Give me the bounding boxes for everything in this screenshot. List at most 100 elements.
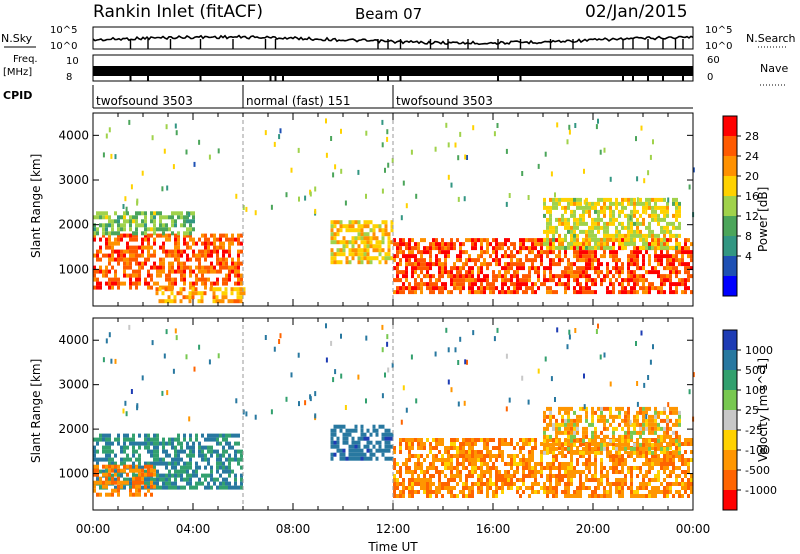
data-cell	[216, 441, 219, 446]
data-cell	[396, 286, 399, 291]
data-cell	[429, 450, 432, 454]
data-cell	[221, 299, 225, 304]
data-cell	[657, 422, 660, 427]
data-cell	[636, 282, 639, 287]
data-cell	[420, 442, 423, 446]
data-cell	[314, 391, 317, 397]
data-cell	[570, 430, 573, 435]
data-cell	[417, 482, 420, 486]
data-cell	[174, 245, 177, 250]
data-cell	[390, 224, 394, 229]
data-cell	[108, 461, 111, 466]
data-cell	[513, 462, 516, 466]
data-cell	[663, 282, 666, 287]
data-cell	[357, 436, 361, 441]
data-cell	[555, 490, 558, 494]
data-cell	[621, 286, 624, 291]
data-cell	[564, 490, 567, 494]
data-cell	[222, 233, 225, 238]
data-cell	[330, 228, 334, 233]
data-cell	[396, 482, 399, 486]
data-cell	[231, 433, 234, 438]
y-tick-label: 3000	[58, 173, 89, 187]
data-cell	[606, 470, 609, 474]
data-cell	[516, 286, 519, 291]
data-cell	[618, 478, 621, 482]
data-cell	[135, 484, 138, 489]
data-cell	[369, 236, 373, 241]
data-cell	[360, 428, 364, 433]
data-cell	[474, 290, 477, 295]
data-cell	[420, 482, 423, 486]
data-cell	[225, 249, 228, 254]
data-cell	[186, 227, 189, 232]
data-cell	[233, 287, 237, 292]
data-cell	[606, 197, 609, 202]
data-cell	[177, 241, 180, 246]
data-cell	[606, 450, 609, 455]
data-cell	[384, 232, 388, 237]
data-cell	[123, 249, 126, 254]
data-cell	[414, 286, 417, 291]
data-cell	[483, 454, 486, 458]
data-cell	[237, 233, 240, 238]
data-cell	[633, 262, 636, 267]
data-cell	[675, 254, 678, 259]
data-cell	[486, 462, 489, 466]
data-cell	[567, 470, 570, 474]
data-cell	[435, 282, 438, 287]
data-cell	[236, 299, 240, 304]
data-cell	[663, 406, 666, 411]
data-cell	[96, 215, 99, 220]
data-cell	[666, 254, 669, 259]
data-cell	[159, 477, 162, 482]
data-cell	[180, 269, 183, 274]
data-cell	[660, 282, 663, 287]
data-cell	[654, 418, 657, 423]
data-cell	[462, 494, 465, 498]
data-cell	[570, 406, 573, 411]
data-cell	[507, 238, 510, 243]
data-cell	[549, 406, 552, 411]
data-cell	[444, 286, 447, 291]
data-cell	[576, 422, 579, 427]
data-cell	[195, 469, 198, 474]
data-cell	[690, 458, 693, 462]
data-cell	[172, 164, 175, 170]
data-cell	[588, 486, 591, 490]
data-cell	[366, 220, 370, 225]
data-cell	[498, 246, 501, 251]
data-cell	[447, 450, 450, 454]
data-cell	[120, 237, 123, 242]
data-cell	[245, 206, 248, 212]
data-cell	[414, 266, 417, 271]
data-cell	[522, 490, 525, 494]
colorbar-swatch	[723, 216, 737, 237]
data-cell	[660, 434, 663, 439]
data-cell	[603, 466, 606, 470]
data-cell	[588, 438, 591, 442]
data-cell	[351, 240, 355, 245]
data-cell	[594, 470, 597, 474]
data-cell	[510, 454, 513, 458]
data-cell	[435, 438, 438, 442]
data-cell	[576, 426, 579, 431]
data-cell	[633, 221, 636, 226]
data-cell	[594, 474, 597, 478]
data-cell	[618, 446, 621, 451]
data-cell	[393, 254, 396, 259]
data-cell	[237, 281, 240, 286]
data-cell	[588, 278, 591, 283]
data-cell	[122, 408, 125, 414]
data-cell	[201, 445, 204, 450]
data-cell	[549, 245, 552, 250]
data-cell	[606, 233, 609, 238]
cpid-mode-label: twofsound 3503	[396, 94, 493, 108]
data-cell	[651, 414, 654, 419]
data-cell	[212, 299, 216, 304]
data-cell	[135, 215, 138, 220]
data-cell	[576, 446, 579, 451]
data-cell	[483, 274, 486, 279]
data-cell	[570, 241, 573, 246]
data-cell	[333, 232, 337, 237]
